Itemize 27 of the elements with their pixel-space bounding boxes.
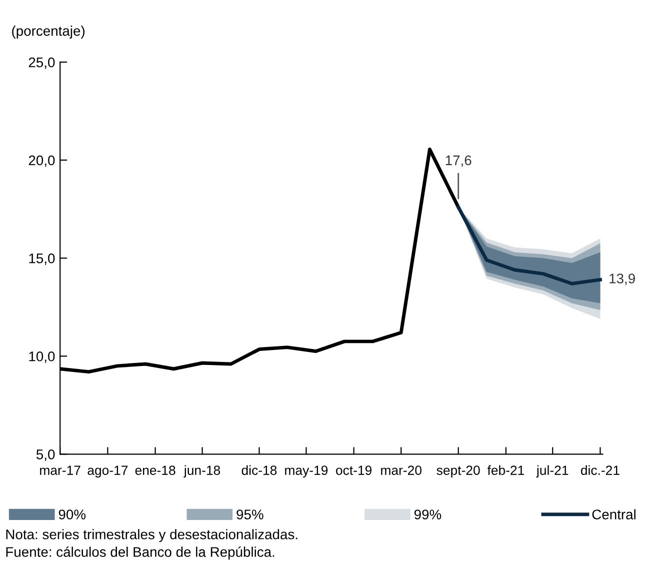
x-tick-label: dic-18 <box>242 465 277 475</box>
text: Nota: series trimestrales y desestacionalizadas. <box>6 529 298 542</box>
y-tick-label: 20,0 <box>28 155 55 167</box>
annotation: 17,6 <box>446 155 472 167</box>
legend-label: 95% <box>236 510 264 520</box>
x-tick-label: feb-21 <box>487 465 524 475</box>
x-tick-label: jul-21 <box>536 465 568 478</box>
y-tick-label: 25,0 <box>28 57 55 69</box>
y-tick-label: 5,0 <box>36 449 55 461</box>
x-tick-label: may-19 <box>285 466 328 478</box>
x-tick-label: jun-18 <box>184 465 220 478</box>
y-tick-label: 15,0 <box>29 253 55 265</box>
x-tick-label: sept-20 <box>436 466 480 478</box>
line-series <box>456 205 602 286</box>
annotation: 13,9 <box>610 274 635 286</box>
x-tick-label: mar-17 <box>40 466 80 475</box>
legend-label: 90% <box>58 510 86 520</box>
y-tick-label: 10,0 <box>29 351 55 363</box>
x-tick-label: oct-19 <box>336 466 372 475</box>
x-tick-label: ago-17 <box>88 466 128 478</box>
x-tick-label: ene-18 <box>135 466 176 475</box>
source-note: Fuente: cálculos del Banco de la República. <box>6 546 274 560</box>
legend-label: 99% <box>414 510 442 520</box>
x-tick-label: mar-20 <box>381 466 422 475</box>
x-tick-label: dic.-21 <box>580 465 620 475</box>
legend-label: Central <box>592 509 636 520</box>
y-axis-title: (porcentaje) <box>12 26 84 39</box>
